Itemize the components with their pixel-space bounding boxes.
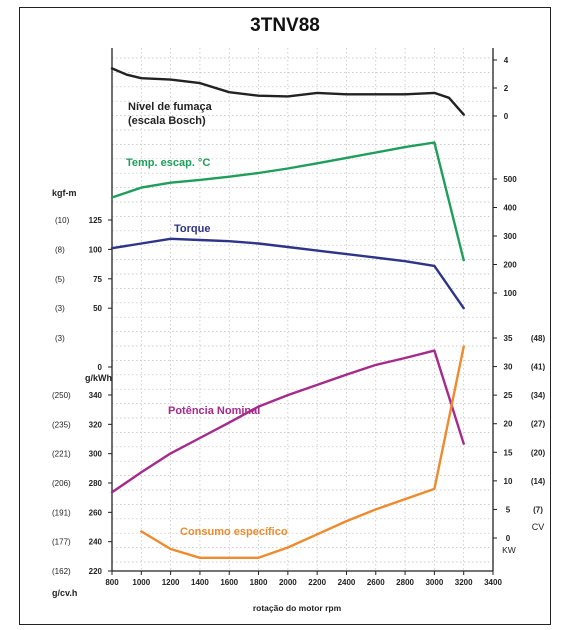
- consumption-tick-label: 240: [89, 538, 103, 547]
- power-cv-tick-label: (27): [531, 420, 546, 429]
- x-tick-label: 2600: [367, 578, 385, 587]
- torque-tick-label: 50: [93, 304, 102, 313]
- torque-kgfm-secondary-label: (8): [55, 245, 65, 254]
- power-kw-tick-label: 25: [504, 391, 513, 400]
- x-tick-label: 2400: [338, 578, 356, 587]
- power-cv-unit: CV: [532, 522, 545, 532]
- consumption-tick-label: 320: [89, 420, 103, 429]
- consumption-axis-secondary-unit: g/cv.h: [52, 588, 77, 598]
- consumption-tick-label: 340: [89, 391, 103, 400]
- x-tick-label: 1000: [132, 578, 150, 587]
- temp-tick-label: 100: [503, 289, 517, 298]
- power-cv-tick-label: (20): [531, 448, 546, 457]
- temp-tick-label: 400: [503, 204, 517, 213]
- consumption-tick-label: 220: [89, 567, 103, 576]
- temp-series-line: [110, 141, 465, 262]
- smoke-tick-label: 4: [504, 56, 509, 65]
- x-axis-label: rotação do motor rpm: [253, 603, 342, 613]
- consumption-gcvh-secondary-label: (250): [52, 391, 71, 400]
- power-cv-tick-label: (48): [531, 334, 546, 343]
- power-cv-tick-label: (41): [531, 363, 546, 372]
- torque-series-label: Torque: [174, 223, 210, 235]
- power-series-label: Potência Nominal: [168, 405, 260, 417]
- power-cv-tick-label: (7): [533, 505, 543, 514]
- x-tick-label: 800: [105, 578, 119, 587]
- consumption-series-line: [140, 345, 465, 559]
- consumption-tick-label: 260: [89, 508, 103, 517]
- consumption-gcvh-secondary-label: (191): [52, 508, 71, 517]
- consumption-gcvh-secondary-label: (177): [52, 538, 71, 547]
- x-tick-label: 3200: [455, 578, 473, 587]
- smoke-series-label: (escala Bosch): [128, 115, 206, 127]
- chart-title: 3TNV88: [250, 15, 320, 36]
- torque-tick-label: 0: [98, 363, 103, 372]
- power-series-line: [110, 349, 465, 494]
- power-kw-tick-label: 35: [504, 334, 513, 343]
- power-kw-tick-label: 30: [504, 363, 513, 372]
- torque-tick-label: 75: [93, 275, 102, 284]
- consumption-tick-label: 300: [89, 450, 103, 459]
- temp-tick-label: 200: [503, 261, 517, 270]
- torque-kgfm-secondary-label: (10): [55, 216, 70, 225]
- smoke-series-label: Nível de fumaça: [128, 101, 213, 113]
- smoke-tick-label: 0: [504, 112, 509, 121]
- consumption-gcvh-secondary-label: (235): [52, 420, 71, 429]
- power-kw-tick-label: 15: [504, 448, 513, 457]
- torque-kgfm-secondary-label: (3): [55, 334, 65, 343]
- smoke-series-line: [110, 67, 465, 116]
- torque-kgfm-secondary-label: (5): [55, 275, 65, 284]
- temp-series-label: Temp. escap. °C: [126, 157, 210, 169]
- x-tick-label: 2200: [308, 578, 326, 587]
- x-tick-label: 1200: [162, 578, 180, 587]
- x-tick-label: 1400: [191, 578, 209, 587]
- power-kw-tick-label: 20: [504, 420, 513, 429]
- power-cv-tick-label: (14): [531, 477, 546, 486]
- x-tick-label: 1800: [250, 578, 268, 587]
- chart-frame: [19, 7, 551, 625]
- temp-tick-label: 500: [503, 175, 517, 184]
- temp-tick-label: 300: [503, 232, 517, 241]
- power-kw-tick-label: 10: [504, 477, 513, 486]
- x-tick-label: 3400: [484, 578, 502, 587]
- torque-tick-label: 125: [89, 216, 103, 225]
- torque-tick-label: 100: [89, 245, 103, 254]
- smoke-tick-label: 2: [504, 84, 509, 93]
- x-tick-label: 3000: [425, 578, 443, 587]
- consumption-gcvh-secondary-label: (206): [52, 479, 71, 488]
- consumption-series-label: Consumo específico: [180, 526, 288, 538]
- x-tick-label: 2000: [279, 578, 297, 587]
- power-cv-tick-label: (34): [531, 391, 546, 400]
- consumption-gcvh-secondary-label: (162): [52, 567, 71, 576]
- torque-kgfm-secondary-label: (3): [55, 304, 65, 313]
- x-tick-label: 1600: [220, 578, 238, 587]
- power-kw-unit: KW: [502, 545, 516, 555]
- torque-series-line: [110, 237, 465, 310]
- x-tick-label: 2800: [396, 578, 414, 587]
- torque-axis-unit: kgf-m: [52, 188, 77, 198]
- consumption-tick-label: 280: [89, 479, 103, 488]
- consumption-gcvh-secondary-label: (221): [52, 450, 71, 459]
- consumption-axis-unit: g/kWh: [85, 373, 112, 383]
- power-kw-tick-label: 5: [506, 505, 511, 514]
- power-kw-tick-label: 0: [506, 534, 511, 543]
